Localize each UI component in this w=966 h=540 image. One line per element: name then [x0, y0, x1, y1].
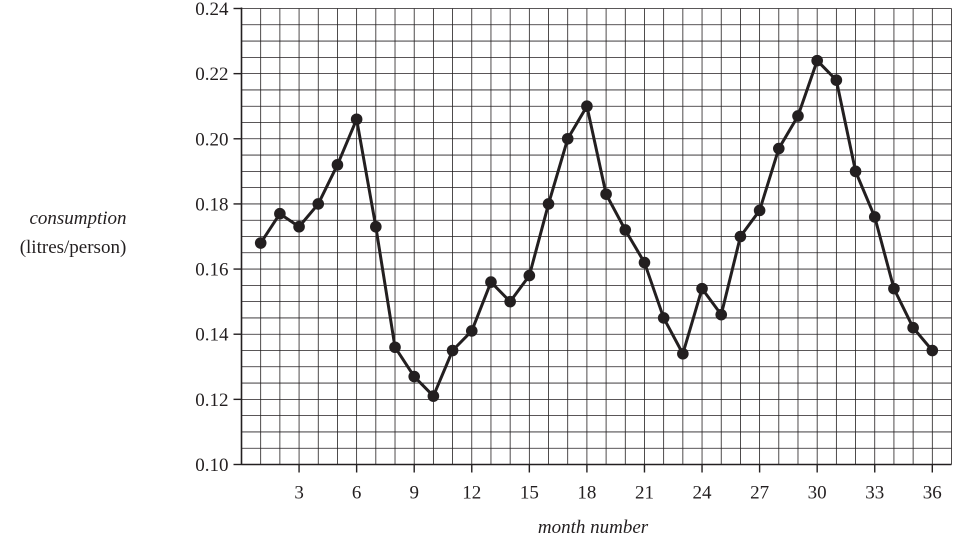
grid	[241, 8, 952, 465]
x-tick-label: 24	[693, 483, 713, 504]
data-point	[581, 100, 593, 113]
data-point	[389, 341, 401, 354]
x-tick-label: 33	[865, 483, 884, 504]
x-axis-label: month number	[538, 517, 649, 538]
x-tick-label: 12	[462, 483, 481, 504]
x-tick-label: 21	[635, 483, 654, 504]
y-axis-units: (litres/person)	[20, 237, 127, 258]
data-point	[715, 308, 728, 321]
data-point	[254, 237, 267, 249]
axes: 0.100.120.140.160.180.200.220.243 6 9 12 15 1…	[195, 0, 952, 504]
y-tick-label: 0.12	[195, 390, 228, 411]
data-point	[331, 159, 344, 171]
data-point	[830, 74, 843, 86]
y-tick-label: 0.16	[195, 260, 228, 281]
data-point	[638, 256, 651, 269]
data-point	[772, 142, 785, 155]
data-point	[312, 198, 325, 210]
data-point	[274, 207, 286, 220]
x-tick-label: 30	[808, 483, 827, 504]
x-tick-label: 3	[294, 483, 304, 504]
data-point	[427, 390, 440, 402]
y-axis-label: consumption	[29, 208, 126, 229]
data-point	[888, 282, 900, 295]
data-point	[907, 321, 919, 334]
data-point	[792, 110, 804, 122]
y-tick-label: 0.14	[195, 325, 229, 346]
data-point	[542, 198, 555, 210]
data-point	[926, 344, 939, 357]
data-series	[254, 54, 939, 402]
x-tick-label: 18	[577, 483, 596, 504]
y-tick-label: 0.24	[195, 0, 229, 20]
x-tick-label: 36	[923, 483, 942, 504]
data-point	[849, 165, 862, 178]
data-point	[293, 220, 305, 233]
data-point	[370, 220, 382, 233]
data-point	[619, 224, 632, 236]
data-point	[465, 325, 478, 337]
data-point	[696, 282, 708, 295]
y-tick-label: 0.18	[195, 194, 228, 215]
y-tick-label: 0.20	[195, 129, 228, 150]
data-point	[523, 269, 536, 282]
x-tick-label: 15	[520, 483, 539, 504]
data-point	[485, 276, 497, 288]
data-point	[811, 54, 823, 67]
data-point	[753, 204, 766, 217]
x-tick-label: 27	[750, 483, 769, 504]
data-point	[561, 132, 574, 145]
data-point	[350, 113, 363, 126]
x-tick-label: 6	[352, 483, 362, 504]
y-tick-label: 0.22	[195, 64, 228, 85]
x-tick-label: 9	[409, 483, 419, 504]
series-line	[259, 59, 934, 398]
data-point	[408, 370, 421, 383]
y-tick-label: 0.10	[195, 455, 228, 476]
data-point	[657, 312, 670, 324]
data-point	[504, 295, 516, 308]
data-point	[734, 230, 747, 243]
data-point	[868, 211, 881, 223]
data-point	[600, 188, 612, 200]
data-point	[677, 347, 689, 360]
data-point	[446, 344, 459, 357]
